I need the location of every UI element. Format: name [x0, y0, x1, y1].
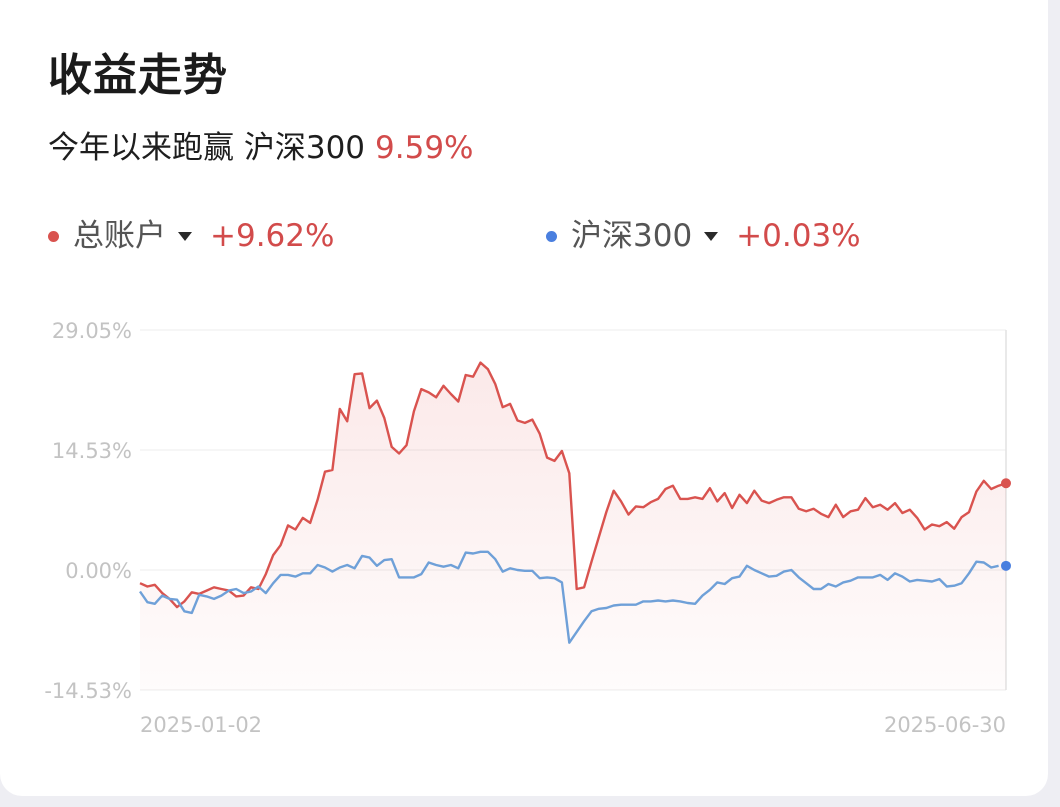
page-title: 收益走势	[48, 50, 228, 101]
end-point-total-account	[1001, 478, 1011, 489]
csi300-dot	[546, 230, 557, 242]
legend-csi300[interactable]: 沪深300 +0.03%	[546, 214, 861, 258]
return-chart[interactable]: 29.05% 14.53% 0.00% -14.53% 2025-01-02 2025-0…	[0, 300, 1048, 750]
x-tick-label: 2025-01-02	[140, 713, 262, 737]
legend-total-account-label: 总账户	[73, 218, 166, 254]
series-line-total-account	[139, 361, 1007, 609]
legend-total-account[interactable]: 总账户 +9.62%	[48, 214, 334, 258]
y-tick-label: -14.53%	[44, 679, 132, 703]
outperform-percent: 9.59%	[375, 130, 474, 166]
series-area-total-account	[140, 362, 1006, 690]
series-line-csi300	[139, 550, 999, 644]
y-tick-label: 29.05%	[52, 319, 132, 343]
legend-csi300-label: 沪深300	[571, 218, 693, 254]
caret-down-icon[interactable]	[704, 231, 719, 241]
returns-card: 收益走势 今年以来跑赢 沪深300 9.59% 总账户 +9.62% 沪深300 …	[0, 0, 1048, 796]
outperform-summary: 今年以来跑赢 沪深300 9.59%	[48, 128, 474, 168]
x-tick-label: 2025-06-30	[884, 713, 1006, 737]
total-account-dot	[48, 230, 59, 242]
end-point-csi300	[1001, 560, 1011, 571]
caret-down-icon[interactable]	[178, 231, 192, 241]
outperform-text: 今年以来跑赢 沪深300	[48, 130, 366, 166]
y-tick-label: 14.53%	[52, 439, 132, 463]
legend-csi300-value: +0.03%	[736, 218, 861, 254]
y-tick-label: 0.00%	[65, 559, 132, 583]
legend-total-account-value: +9.62%	[210, 218, 335, 254]
